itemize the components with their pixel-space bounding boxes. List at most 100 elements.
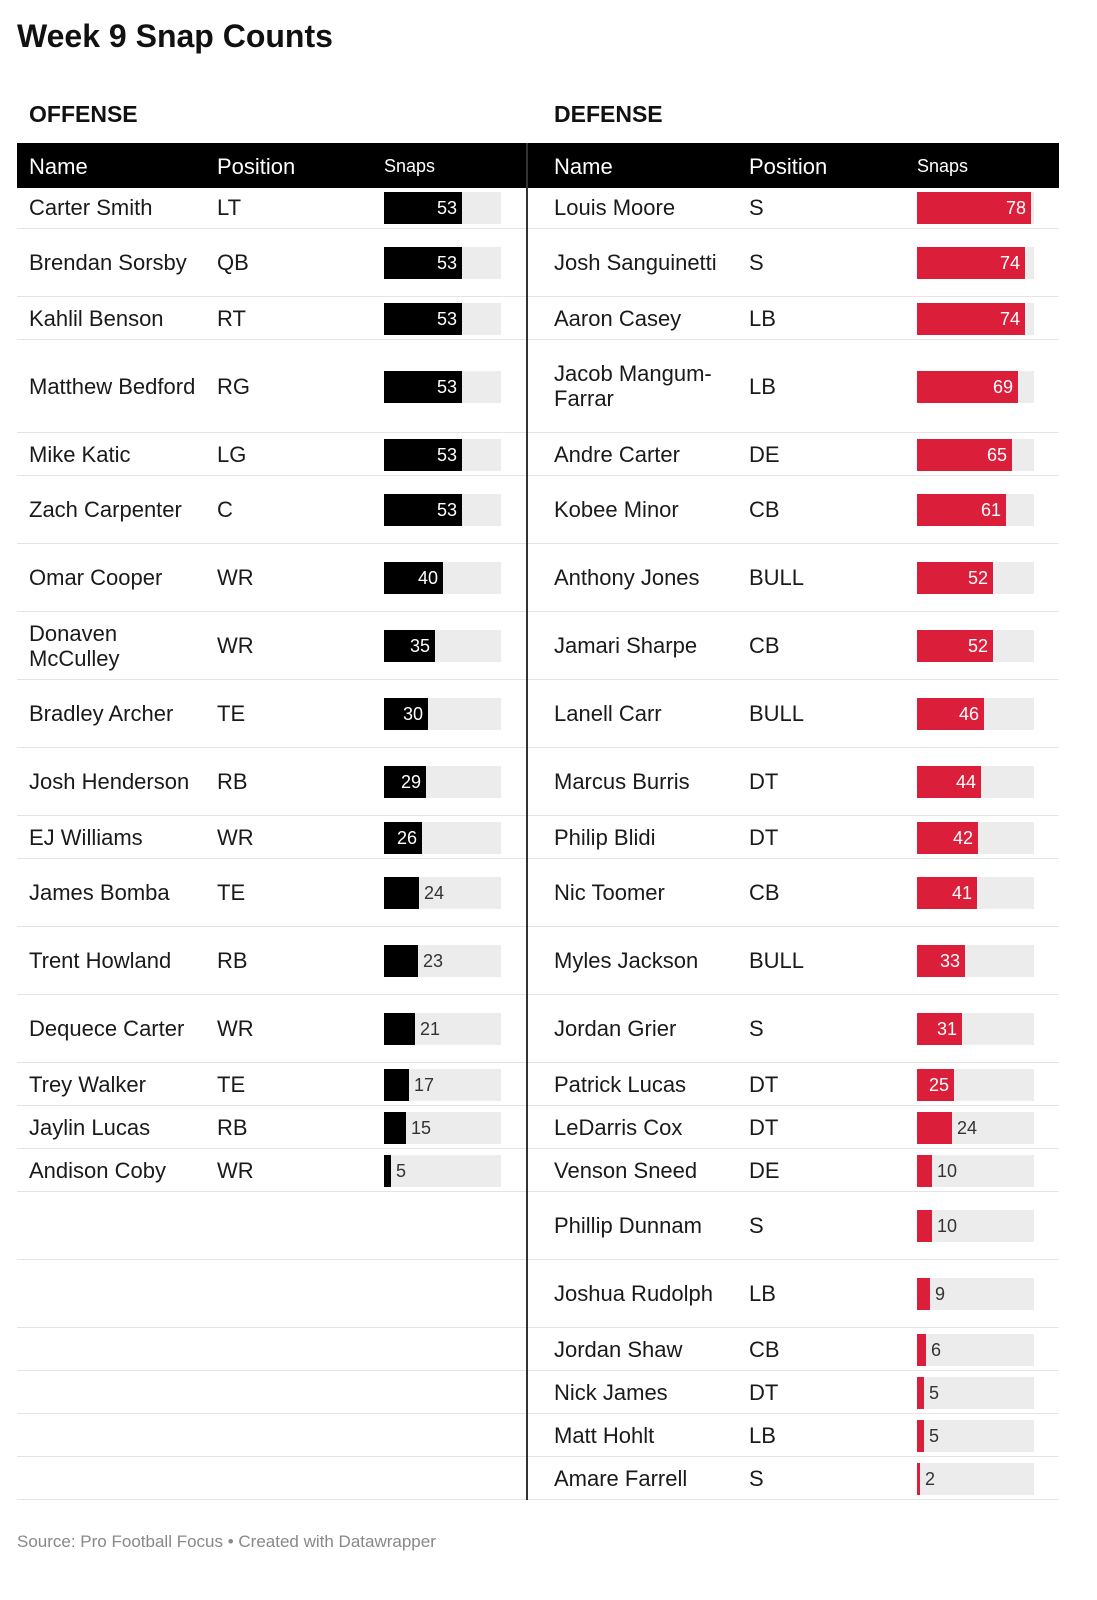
snaps-value-label: 42 (952, 828, 973, 848)
player-name: Louis Moore (554, 194, 676, 220)
player-name: Phillip Dunnam (554, 1213, 702, 1238)
snaps-bar (917, 1013, 962, 1045)
table-row: Amare Farrell S 2 (528, 1457, 1059, 1500)
snaps-value-label: 29 (400, 772, 421, 792)
empty-row (17, 1414, 527, 1457)
player-position: WR (217, 824, 254, 850)
player-name: Joshua Rudolph (554, 1281, 714, 1306)
snaps-value-label: 40 (417, 568, 438, 588)
snaps-bar-track: 40 (384, 562, 501, 594)
defense-header-name[interactable]: Name (554, 154, 613, 179)
snaps-value-label: 26 (396, 828, 417, 848)
player-name: Myles Jackson (554, 948, 699, 973)
snaps-value-label: 65 (986, 445, 1007, 465)
snaps-value-label: 5 (396, 1161, 407, 1181)
snaps-bar (917, 1420, 924, 1452)
table-row: Mike Katic LG 53 (17, 433, 527, 476)
table-row: Jordan Grier S 31 (528, 995, 1059, 1063)
player-name: Jamari Sharpe (554, 633, 698, 658)
snaps-bar (384, 439, 462, 471)
table-row: Jordan Shaw CB 6 (528, 1328, 1059, 1371)
player-position: DT (749, 1114, 779, 1140)
player-position: LB (749, 1281, 776, 1306)
snaps-value-label: 74 (999, 309, 1020, 329)
table-row: Lanell Carr BULL 46 (528, 680, 1059, 748)
player-position: TE (217, 880, 246, 905)
snaps-value-label: 23 (423, 951, 444, 971)
snaps-value-label: 10 (937, 1216, 958, 1236)
table-row: Bradley Archer TE 30 (17, 680, 527, 748)
snaps-bar-track: 35 (384, 630, 501, 662)
empty-row (17, 1371, 527, 1414)
snaps-bar (917, 1069, 954, 1101)
player-position: TE (217, 701, 246, 726)
table-row: Donaven McCulley WR 35 (17, 612, 527, 680)
player-position: DT (749, 1379, 779, 1405)
player-position: CB (749, 880, 780, 905)
snaps-bar (917, 766, 981, 798)
snaps-bar-track: 9 (917, 1278, 1034, 1310)
snaps-value-label: 53 (436, 377, 457, 397)
snaps-bar-track: 10 (917, 1210, 1034, 1242)
snaps-bar (917, 247, 1025, 279)
snaps-bar-track: 61 (917, 494, 1034, 526)
snaps-bar (384, 1069, 409, 1101)
snaps-bar-track: 44 (917, 766, 1034, 798)
empty-row (17, 1457, 527, 1500)
snaps-bar (917, 562, 993, 594)
player-position: S (749, 194, 764, 220)
offense-header-name[interactable]: Name (29, 154, 88, 179)
snaps-bar (384, 494, 462, 526)
snaps-value-label: 53 (436, 309, 457, 329)
snaps-value-label: 53 (436, 445, 457, 465)
snaps-bar (917, 1112, 952, 1144)
player-name: Zach Carpenter (29, 497, 182, 522)
player-name: EJ Williams (29, 824, 143, 850)
player-position: C (217, 497, 233, 522)
snaps-bar-track: 21 (384, 1013, 501, 1045)
player-position: LB (749, 373, 776, 399)
snaps-bar-track: 30 (384, 698, 501, 730)
player-name: Andison Coby (29, 1157, 166, 1183)
snaps-value-label: 5 (929, 1426, 940, 1446)
snaps-bar (384, 698, 428, 730)
snaps-value-label: 24 (957, 1118, 978, 1138)
defense-header-position[interactable]: Position (749, 154, 828, 179)
player-position: BULL (749, 701, 805, 726)
snaps-value-label: 31 (936, 1019, 957, 1039)
snaps-value-label: 41 (951, 883, 972, 903)
table-row: Patrick Lucas DT 25 (528, 1063, 1059, 1106)
snaps-bar-track: 29 (384, 766, 501, 798)
snaps-bar (384, 1155, 391, 1187)
snaps-value-label: 10 (937, 1161, 958, 1181)
snaps-value-label: 78 (1005, 198, 1026, 218)
table-row: Omar Cooper WR 40 (17, 544, 527, 612)
empty-row (17, 1260, 527, 1328)
snaps-bar-track: 69 (917, 371, 1034, 403)
defense-header-snaps[interactable]: Snaps (917, 156, 969, 176)
table-row: LeDarris Cox DT 24 (528, 1106, 1059, 1149)
snaps-bar-track: 24 (917, 1112, 1034, 1144)
snaps-value-label: 21 (420, 1019, 441, 1039)
table-row: Phillip Dunnam S 10 (528, 1192, 1059, 1260)
player-name: Omar Cooper (29, 565, 163, 590)
page-title: Week 9 Snap Counts (17, 18, 333, 54)
snaps-bar-track: 6 (917, 1334, 1034, 1366)
table-row: Myles Jackson BULL 33 (528, 927, 1059, 995)
snaps-bar-track: 15 (384, 1112, 501, 1144)
snaps-bar (384, 630, 435, 662)
player-position: RB (217, 1114, 248, 1140)
empty-row (17, 1328, 527, 1371)
player-name: Jacob Mangum-Farrar (554, 361, 712, 411)
defense-header-row: Name Position Snaps (528, 143, 1059, 188)
snaps-value-label: 35 (409, 636, 430, 656)
offense-header-position[interactable]: Position (217, 154, 296, 179)
snaps-value-label: 53 (436, 500, 457, 520)
table-row: Brendan Sorsby QB 53 (17, 229, 527, 297)
snaps-bar-track: 25 (917, 1069, 1034, 1101)
snaps-bar (384, 303, 462, 335)
snaps-bar (917, 494, 1006, 526)
player-name: Matthew Bedford (29, 373, 196, 399)
offense-header-snaps[interactable]: Snaps (384, 156, 436, 176)
player-name: Trent Howland (29, 948, 172, 973)
